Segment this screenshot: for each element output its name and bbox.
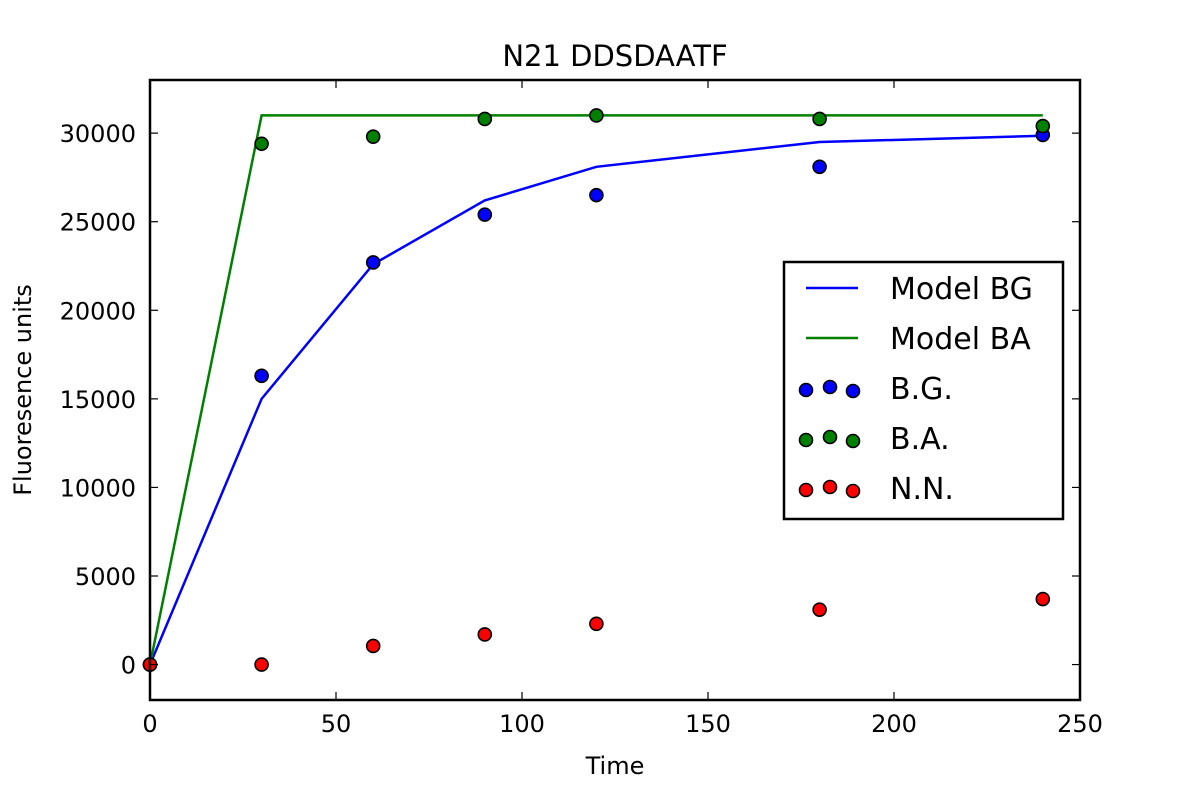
- legend-marker-2-1: [822, 379, 838, 395]
- y-tick-label-0: 0: [121, 652, 136, 680]
- y-tick-label-3: 15000: [60, 386, 136, 414]
- y-tick-label-1: 5000: [75, 563, 136, 591]
- legend-label-4: N.N.: [890, 472, 954, 507]
- data-point-2-4: [589, 187, 604, 203]
- legend-marker-4-0: [798, 482, 814, 498]
- data-point-4-6: [1035, 591, 1051, 607]
- data-point-2-3: [477, 207, 493, 222]
- data-point-2-2: [365, 255, 381, 270]
- plot-area: 0 50 100 150 200 250 0 5000 10000 15000 20000 25000…: [60, 78, 1103, 738]
- data-point-3-3: [477, 111, 493, 127]
- data-point-3-4: [589, 108, 604, 123]
- legend-label-3: B.A.: [890, 422, 950, 457]
- plot-frame: [148, 78, 1082, 702]
- data-point-4-1: [254, 657, 269, 672]
- x-tick-label-5: 250: [1057, 710, 1103, 738]
- legend-marker-4-1: [822, 479, 838, 495]
- legend-marker-3-1: [822, 429, 838, 445]
- legend-marker-3-2: [845, 433, 861, 449]
- legend-marker-4-2: [845, 483, 861, 499]
- x-tick-label-0: 0: [142, 710, 157, 738]
- y-tick-label-2: 10000: [60, 474, 136, 502]
- x-tick-label-1: 50: [321, 710, 352, 738]
- legend-label-1: Model BA: [890, 322, 1031, 357]
- legend-marker-2-0: [798, 382, 814, 398]
- legend-label-2: B.G.: [890, 372, 953, 407]
- chart-title: N21 DDSDAATF: [502, 39, 727, 73]
- data-point-4-3: [477, 627, 493, 642]
- data-point-3-6: [1035, 118, 1051, 134]
- data-point-3-5: [812, 111, 827, 127]
- series-line-0: [148, 134, 1043, 666]
- x-tick-label-4: 200: [871, 710, 917, 738]
- data-point-2-5: [812, 159, 827, 175]
- y-tick-label-5: 25000: [60, 209, 136, 237]
- legend-marker-2-2: [845, 383, 861, 399]
- data-point-2-1: [254, 368, 269, 384]
- data-point-3-2: [365, 129, 381, 144]
- x-axis-title: Time: [585, 752, 645, 780]
- x-tick-label-2: 100: [499, 710, 545, 738]
- y-tick-label-6: 30000: [60, 120, 136, 148]
- data-point-4-4: [589, 616, 604, 632]
- data-point-3-1: [254, 136, 269, 152]
- data-point-4-5: [812, 602, 827, 617]
- legend: Model BG Model BA B.G. B.A. N.N.: [782, 260, 1065, 521]
- legend-label-0: Model BG: [890, 272, 1033, 307]
- x-tick-label-3: 150: [685, 710, 731, 738]
- y-tick-label-4: 20000: [60, 297, 136, 325]
- data-point-4-2: [365, 638, 381, 654]
- y-axis-title: Fluoresence units: [9, 284, 37, 496]
- legend-marker-3-0: [798, 432, 814, 448]
